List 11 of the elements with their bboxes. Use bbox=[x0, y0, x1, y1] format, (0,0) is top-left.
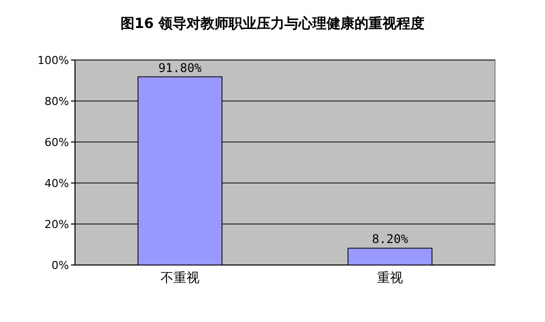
y-tick-label: 40% bbox=[44, 177, 69, 190]
y-tick-label: 80% bbox=[44, 95, 69, 108]
y-tick-label: 60% bbox=[44, 136, 69, 149]
y-tick-label: 100% bbox=[38, 54, 69, 67]
y-tick-label: 0% bbox=[52, 259, 69, 272]
data-label: 91.80% bbox=[158, 60, 202, 75]
data-label: 8.20% bbox=[372, 232, 409, 246]
x-tick-label: 重视 bbox=[377, 271, 403, 286]
chart-title: 图16 领导对教师职业压力与心理健康的重视程度 bbox=[120, 15, 425, 32]
y-tick-label: 20% bbox=[44, 218, 69, 231]
x-tick-label: 不重视 bbox=[160, 271, 200, 286]
